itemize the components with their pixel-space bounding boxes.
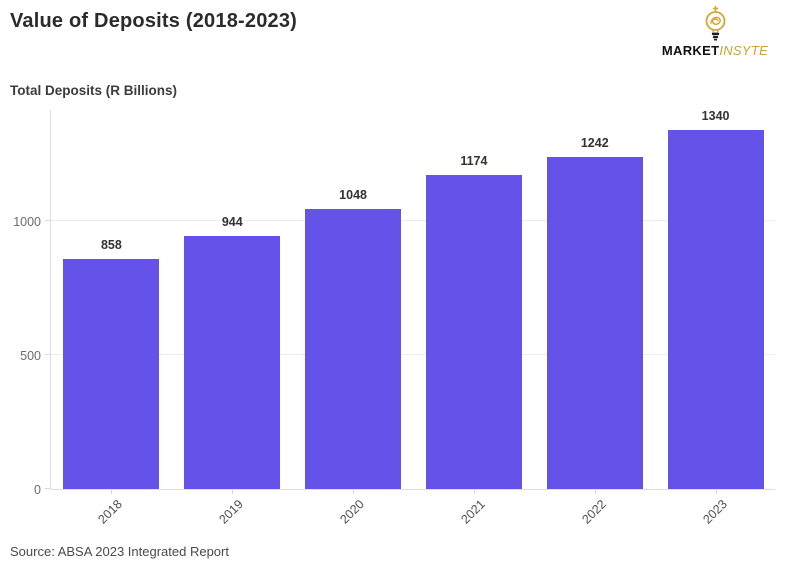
bar-value-label-2019: 944: [221, 215, 243, 230]
x-tick-label-2019: 2019: [216, 497, 247, 527]
bar-value-label-2022: 1242: [580, 135, 609, 150]
x-tick-2020: [353, 489, 355, 494]
bar-value-label-2023: 1340: [701, 109, 730, 124]
gridline-500: [51, 354, 775, 356]
bar-value-label-2020: 1048: [339, 187, 367, 202]
gridline-1000: [51, 220, 775, 222]
x-tick-2021: [473, 489, 475, 494]
x-tick-label-2023: 2023: [699, 497, 730, 527]
bar-chart-plot-area: 0 500 1000 858 2018 944 2019 1048 2020 1174 2021 12…: [13, 109, 775, 527]
bar-2019: [184, 236, 281, 489]
brand-name-primary: MARKET: [661, 43, 720, 58]
brand-name: MARKETINSYTE: [662, 43, 768, 58]
page-title: Value of Deposits (2018-2023): [10, 10, 298, 32]
chart-axis-title: Total Deposits (R Billions): [10, 83, 178, 98]
lightbulb-icon: [705, 6, 725, 41]
x-tick-label-2022: 2022: [579, 497, 609, 527]
bar-value-label-2021: 1174: [460, 153, 488, 168]
bar-2023: [667, 130, 764, 489]
y-tick-1000: [45, 220, 51, 222]
bar-2022: [546, 156, 643, 489]
y-tick-0: [45, 488, 51, 489]
x-tick-label-2021: 2021: [458, 497, 488, 527]
source-note: Source: ABSA 2023 Integrated Report: [10, 544, 229, 559]
x-tick-2019: [232, 489, 234, 494]
bar-2018: [63, 259, 160, 489]
x-tick-label-2018: 2018: [95, 497, 126, 527]
x-tick-label-2020: 2020: [337, 497, 367, 527]
x-tick-2023: [715, 489, 717, 494]
brand-logo: MARKETINSYTE: [655, 5, 775, 58]
y-tick-label-500: 500: [20, 349, 41, 364]
x-tick-2022: [594, 489, 596, 494]
bar-2020: [305, 208, 402, 489]
y-tick-label-0: 0: [34, 483, 41, 497]
y-tick-label-1000: 1000: [13, 215, 41, 230]
brand-name-accent: INSYTE: [719, 43, 769, 58]
y-tick-500: [45, 354, 51, 356]
bar-value-label-2018: 858: [100, 238, 122, 253]
bar-2021: [425, 174, 522, 489]
x-tick-2018: [111, 489, 113, 494]
